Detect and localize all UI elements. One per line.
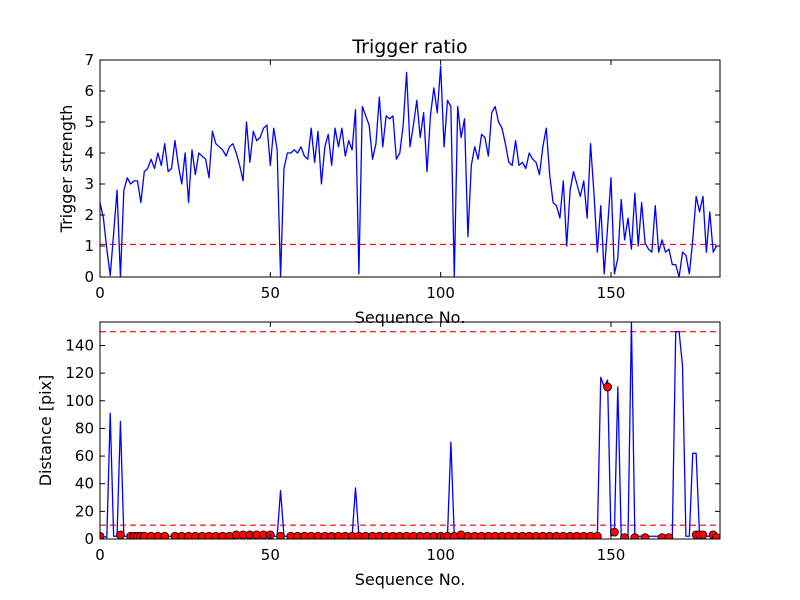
bottom-xtick-label-0: 0 bbox=[95, 546, 105, 564]
top-series-line bbox=[100, 65, 718, 277]
top-chart: 0 50 100 150 0 1 2 3 4 5 6 7 Trigger ratio Sequence N… bbox=[57, 36, 721, 327]
top-ytick-label-4: 4 bbox=[84, 144, 94, 162]
top-x-axis-label: Sequence No. bbox=[355, 308, 466, 327]
bottom-marker-25 bbox=[276, 531, 285, 539]
bottom-y-axis-label: Distance [pix] bbox=[36, 375, 55, 487]
top-xtick-label-2: 100 bbox=[426, 284, 455, 302]
bottom-marker-74 bbox=[620, 533, 630, 539]
top-axes-frame bbox=[99, 59, 721, 278]
bottom-marker-81 bbox=[698, 530, 708, 539]
top-y-axis-label: Trigger strength bbox=[57, 105, 76, 234]
bottom-marker-78 bbox=[664, 533, 674, 539]
bottom-ytick-label-2: 40 bbox=[75, 475, 94, 493]
bottom-marker-1 bbox=[116, 530, 125, 539]
bottom-xtick-label-2: 100 bbox=[426, 546, 455, 564]
bottom-series-line bbox=[100, 322, 714, 539]
top-ytick-label-2: 2 bbox=[84, 206, 94, 224]
bottom-xtick-label-1: 50 bbox=[261, 546, 280, 564]
top-ytick-label-3: 3 bbox=[84, 175, 94, 193]
top-ytick-label-6: 6 bbox=[84, 82, 94, 100]
bottom-ytick-label-1: 20 bbox=[75, 502, 94, 520]
bottom-x-axis-label: Sequence No. bbox=[355, 570, 466, 589]
bottom-chart: 0 50 100 150 0 20 40 60 80 100 120 140 Sequence No. D… bbox=[36, 321, 721, 589]
bottom-marker-75 bbox=[630, 533, 640, 539]
bottom-ytick-label-5: 100 bbox=[65, 392, 94, 410]
top-ytick-label-5: 5 bbox=[84, 113, 94, 131]
top-chart-title: Trigger ratio bbox=[351, 36, 467, 58]
bottom-marker-76 bbox=[640, 533, 650, 539]
bottom-marker-9 bbox=[160, 531, 170, 539]
top-ytick-label-0: 0 bbox=[84, 268, 94, 286]
top-xtick-label-0: 0 bbox=[95, 284, 105, 302]
bottom-ytick-label-6: 120 bbox=[65, 364, 94, 382]
bottom-ytick-label-7: 140 bbox=[65, 336, 94, 354]
bottom-marker-83 bbox=[712, 533, 720, 539]
top-xtick-label-1: 50 bbox=[261, 284, 280, 302]
bottom-axes-frame bbox=[99, 321, 721, 540]
bottom-marker-72 bbox=[603, 382, 612, 392]
bottom-ytick-label-0: 0 bbox=[84, 530, 94, 548]
bottom-xtick-label-3: 150 bbox=[597, 546, 626, 564]
top-ytick-label-7: 7 bbox=[84, 51, 94, 69]
bottom-marker-71 bbox=[592, 531, 602, 539]
top-xtick-label-3: 150 bbox=[597, 284, 626, 302]
bottom-ytick-label-3: 60 bbox=[75, 447, 94, 465]
bottom-ytick-label-4: 80 bbox=[75, 419, 94, 437]
bottom-marker-73 bbox=[609, 527, 619, 537]
top-ytick-label-1: 1 bbox=[84, 237, 94, 255]
bottom-marker-0 bbox=[100, 531, 105, 539]
